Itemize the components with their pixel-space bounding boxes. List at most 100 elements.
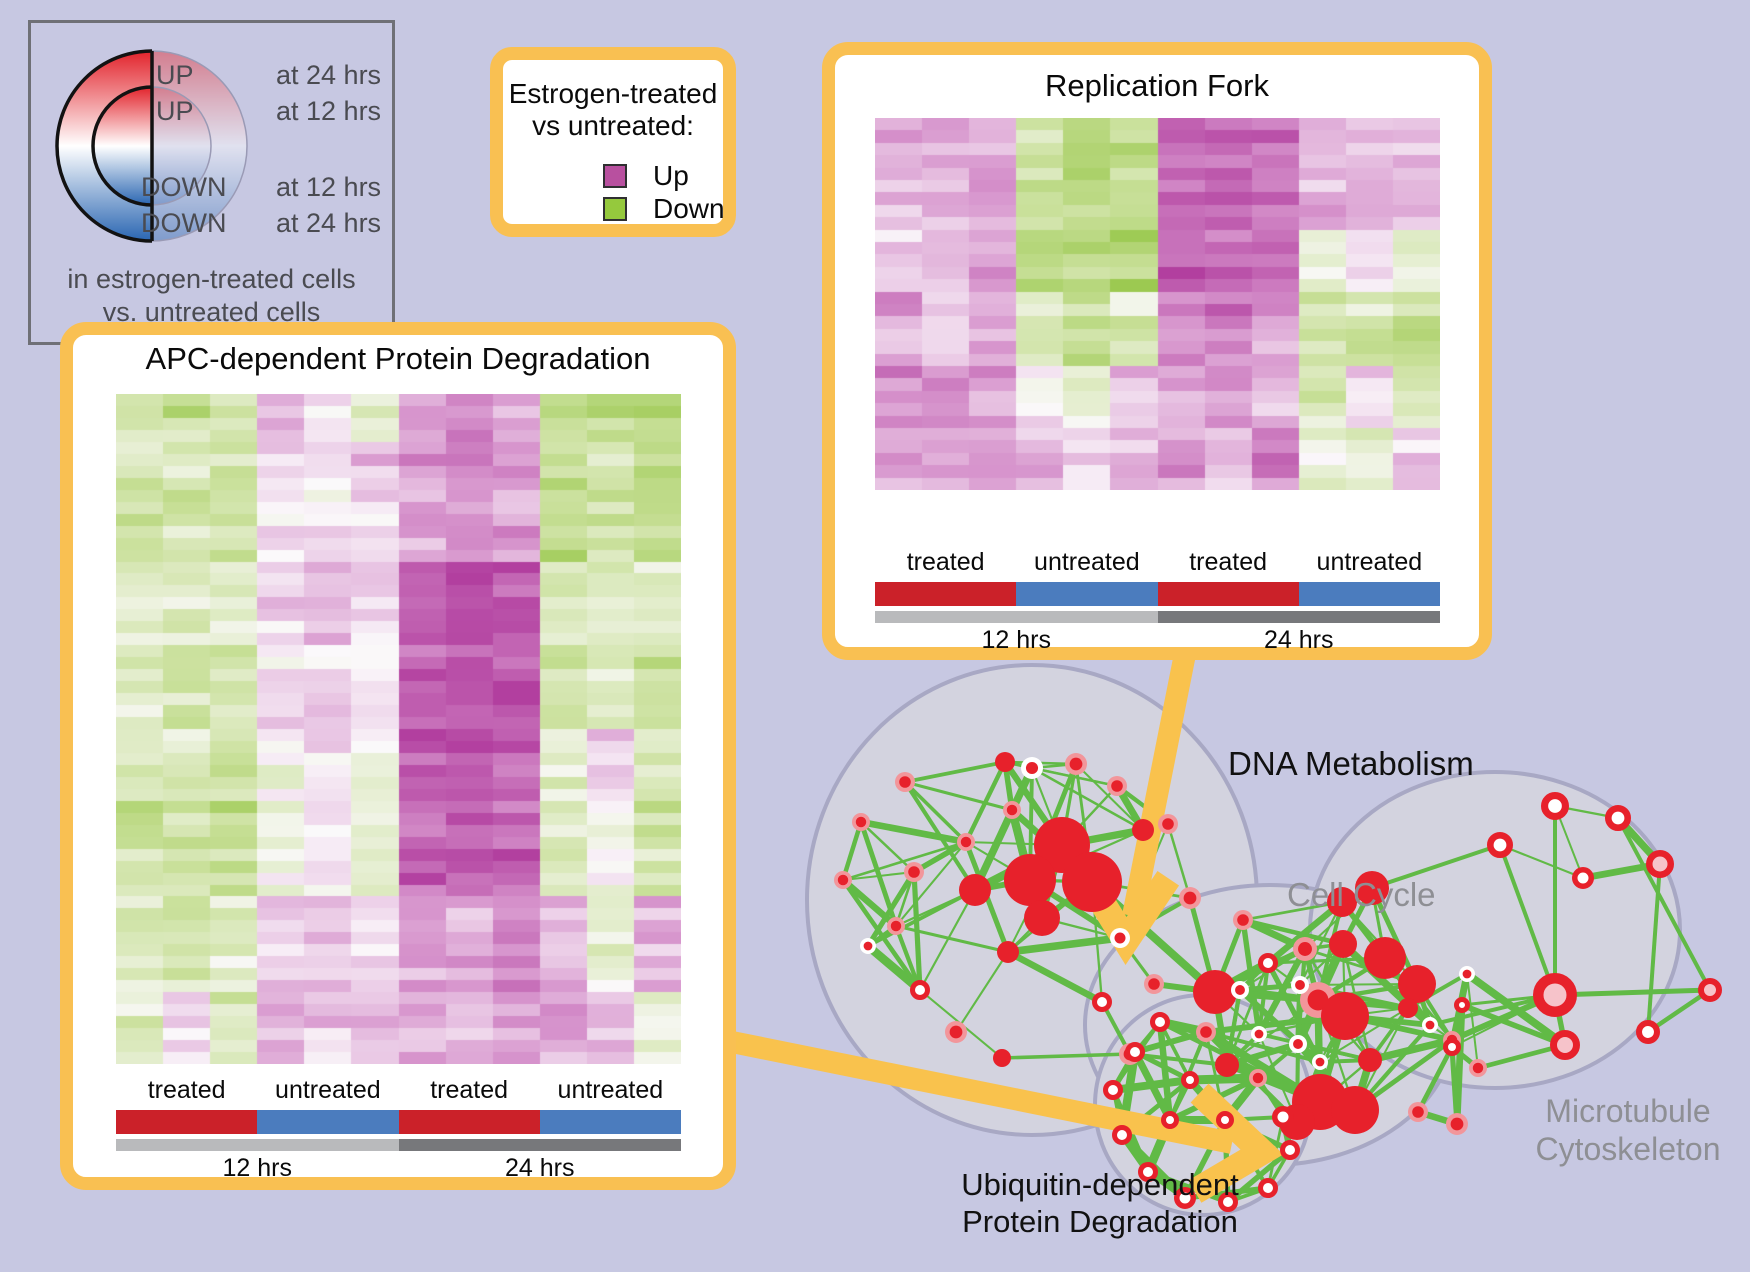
gene-node-ring-white: [1258, 953, 1278, 973]
gene-node-core-pink: [895, 772, 915, 792]
cluster-label-ubiquitin: Ubiquitin-dependent Protein Degradation: [950, 1166, 1250, 1240]
gene-node-solid: [1364, 937, 1406, 979]
gene-node-core-pink: [834, 871, 852, 889]
up-swatch-label: Up: [653, 160, 689, 191]
updown-ring-legend: UP at 24 hrs UP at 12 hrs DOWN at 12 hrs…: [28, 20, 395, 345]
gene-node-core-pink: [1446, 1113, 1468, 1135]
gene-node-solid: [1215, 1053, 1239, 1077]
cluster-label-ubiquitin-line1: Ubiquitin-dependent: [961, 1167, 1239, 1202]
gene-node-core-pink: [1144, 974, 1164, 994]
gene-node-core-pink: [1107, 776, 1127, 796]
legend-up-12-time: at 12 hrs: [276, 96, 382, 126]
apc-time-colorbar: [116, 1139, 681, 1151]
gene-node-solid: [1321, 992, 1369, 1040]
gene-node-solid: [1004, 854, 1056, 906]
gene-node-core-pink: [852, 813, 870, 831]
apc-heatmap: [116, 394, 681, 1064]
gene-node-core-white: [1289, 1035, 1307, 1053]
gene-node-core-white: [1459, 966, 1475, 982]
gene-node-ring-white: [1161, 1111, 1179, 1129]
rf-time-colorbar: [875, 611, 1440, 623]
apc-degradation-panel: APC-dependent Protein Degradation treate…: [60, 322, 736, 1190]
gene-node-core-white: [1422, 1017, 1438, 1033]
annotation-arrow-stem-2: [719, 1029, 1235, 1154]
apc-time-12hrs: 12 hrs: [222, 1154, 292, 1182]
gene-node-core-pink: [1179, 887, 1201, 909]
gene-node-solid: [1398, 998, 1418, 1018]
apc-panel-title: APC-dependent Protein Degradation: [145, 341, 651, 376]
gene-node-solid: [1329, 930, 1357, 958]
gene-node-core-white: [1312, 1054, 1328, 1070]
legend-down-24-time: at 24 hrs: [276, 208, 382, 238]
up-color-swatch: [603, 164, 627, 188]
gene-node-ring-white: [1216, 1111, 1234, 1129]
rf-time-12hrs: 12 hrs: [981, 626, 1051, 654]
gene-node-solid: [959, 874, 991, 906]
gene-node-core-pink: [904, 862, 924, 882]
annotation-arrow-stem-1: [1122, 646, 1197, 919]
gene-node-ring-white: [1150, 1012, 1170, 1032]
cluster-label-microtubule-cytoskeleton: Microtubule Cytoskeleton: [1513, 1092, 1743, 1168]
cluster-label-microtubule-line2: Cytoskeleton: [1535, 1131, 1721, 1167]
legend-down-12-word: DOWN: [141, 172, 227, 202]
gene-node-solid: [1193, 970, 1237, 1014]
cluster-label-cell-cycle: Cell Cycle: [1287, 876, 1436, 913]
gene-node-core-pink: [1469, 1059, 1487, 1077]
gene-node-ring-white: [1174, 1187, 1196, 1209]
estrogen-color-legend: Estrogen-treated vs untreated: Up Down: [490, 47, 736, 237]
gene-node-ring-white: [1258, 1178, 1278, 1198]
replication-fork-title: Replication Fork: [1045, 68, 1269, 103]
gene-node-ring-white: [1181, 1071, 1199, 1089]
gene-node-ring-white: [1103, 1080, 1123, 1100]
cluster-label-dna-metabolism: DNA Metabolism: [1228, 745, 1474, 782]
rf-time-labels: 12 hrs 24 hrs: [875, 626, 1440, 656]
network-nodes: [834, 752, 1722, 1212]
gene-node-solid: [997, 941, 1019, 963]
gene-node-ring-white: [1540, 792, 1569, 821]
gene-node-core-pink: [887, 917, 905, 935]
legend-down-12-time: at 12 hrs: [276, 172, 382, 202]
gene-node-solid: [1398, 965, 1436, 1003]
gene-node-ring-pink: [1550, 1030, 1580, 1060]
gene-node-ring-white: [1092, 992, 1112, 1012]
legend-down-24-word: DOWN: [141, 208, 227, 238]
gene-node-core-white: [1231, 981, 1249, 999]
gene-node-ring-white: [1138, 1162, 1158, 1182]
estrogen-legend-title-line1: Estrogen-treated: [508, 78, 718, 109]
legend-up-24-time: at 24 hrs: [276, 60, 382, 90]
gene-node-core-pink: [957, 833, 975, 851]
gene-node-ring-white: [1443, 1038, 1461, 1056]
cluster-label-ubiquitin-line2: Protein Degradation: [962, 1204, 1238, 1239]
estrogen-legend-title-line2: vs untreated:: [532, 110, 694, 141]
replication-fork-panel: Replication Fork treated untreated treated…: [822, 42, 1492, 660]
gene-node-ring-white: [1218, 1192, 1238, 1212]
gene-node-ring-pink: [1533, 973, 1577, 1017]
rf-group-untreated-24: untreated: [1316, 548, 1423, 576]
gene-node-core-pink: [1196, 1022, 1216, 1042]
gene-node-ring-white: [1487, 831, 1514, 858]
gene-node-solid: [1062, 852, 1122, 912]
gene-node-core-pink: [1003, 801, 1021, 819]
rf-group-treated-12: treated: [906, 548, 985, 576]
apc-group-labels: treated untreated treated untreated: [116, 1076, 681, 1106]
gene-node-core-pink: [1233, 910, 1253, 930]
gene-node-core-pink: [1065, 753, 1087, 775]
gene-node-solid: [1327, 887, 1357, 917]
apc-group-treated-24: treated: [430, 1076, 509, 1104]
gene-node-core-white: [1110, 928, 1130, 948]
gene-node-ring-white: [1125, 1042, 1145, 1062]
legend-up-24-word: UP: [156, 60, 194, 90]
cluster-label-microtubule-line1: Microtubule: [1545, 1093, 1711, 1129]
gene-node-ring-white: [1636, 1020, 1661, 1045]
rf-group-labels: treated untreated treated untreated: [875, 548, 1440, 578]
gene-node-core-pink: [945, 1021, 967, 1043]
gene-node-ring-pink: [1698, 978, 1722, 1002]
gene-node-core-pink: [1293, 937, 1317, 961]
gene-node-core-white: [1291, 976, 1309, 994]
legend-up-12-word: UP: [156, 96, 194, 126]
gene-node-solid: [993, 1049, 1011, 1067]
replication-fork-heatmap: [875, 118, 1440, 490]
gene-node-solid: [1331, 1086, 1379, 1134]
figure-bottom-margin: [0, 1272, 1750, 1279]
